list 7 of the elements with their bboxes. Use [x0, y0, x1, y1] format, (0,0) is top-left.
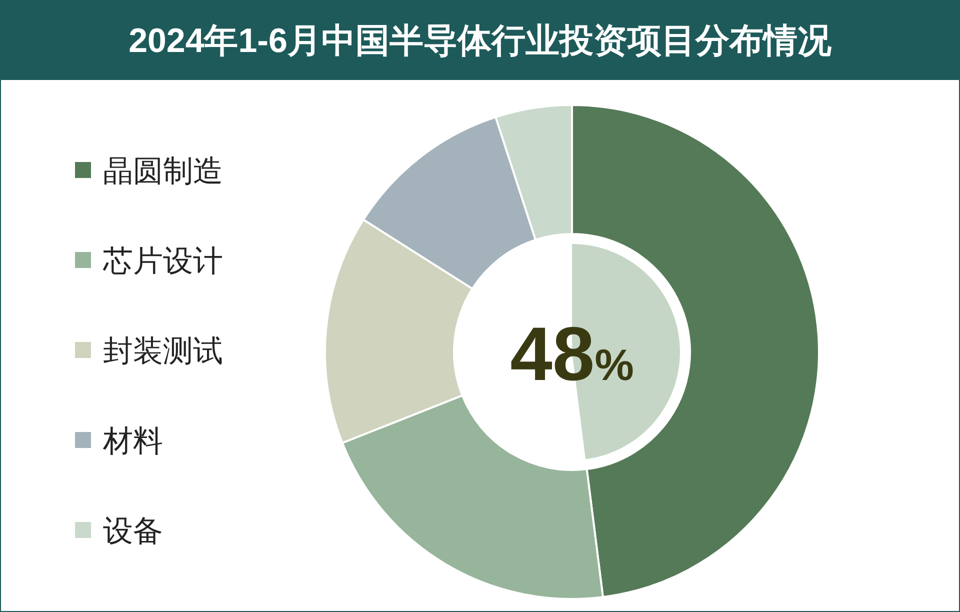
- legend-label: 晶圆制造: [103, 155, 223, 188]
- legend-label: 封装测试: [103, 335, 223, 368]
- text: 48%: [510, 312, 634, 397]
- chart-title: 2024年1-6月中国半导体行业投资项目分布情况: [128, 22, 832, 60]
- legend-label: 芯片设计: [102, 245, 223, 278]
- legend-label: 材料: [102, 425, 163, 458]
- legend-label: 设备: [103, 515, 163, 548]
